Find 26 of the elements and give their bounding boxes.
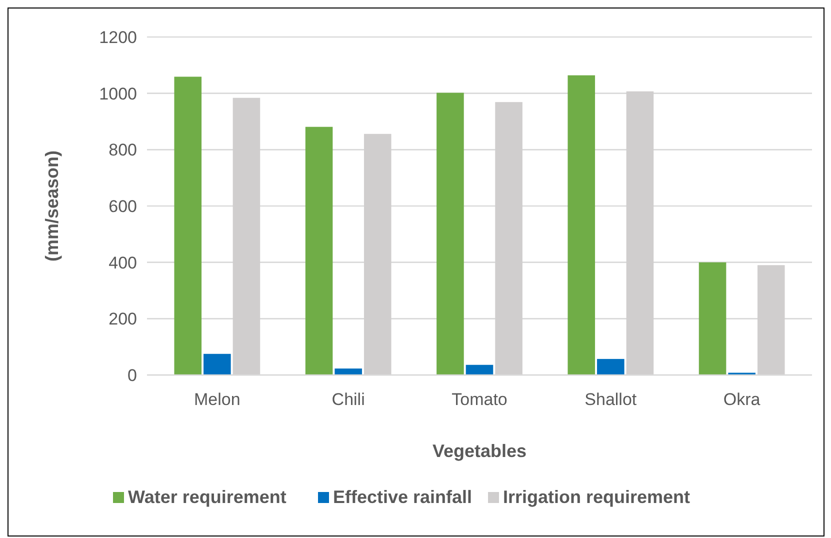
bar — [568, 75, 596, 375]
bar — [334, 368, 362, 375]
y-tick-label: 600 — [108, 196, 137, 216]
x-tick-label: Shallot — [584, 390, 637, 409]
x-tick-label: Chili — [332, 390, 365, 409]
x-axis-title: Vegetables — [432, 441, 527, 461]
y-tick-label: 200 — [108, 310, 137, 329]
bar — [698, 262, 726, 375]
legend-label: Irrigation requirement — [503, 487, 690, 507]
x-tick-label: Okra — [723, 390, 761, 409]
x-tick-label: Melon — [194, 390, 240, 409]
legend-label: Effective rainfall — [333, 487, 472, 507]
y-tick-label: 1000 — [99, 84, 137, 104]
y-tick-label: 400 — [108, 253, 137, 272]
legend-label: Water requirement — [128, 487, 286, 507]
x-tick-label: Tomato — [452, 390, 508, 409]
bar — [597, 358, 624, 375]
bar — [204, 354, 231, 375]
y-axis-title: (mm/season) — [42, 150, 62, 262]
bar — [436, 92, 464, 375]
bar — [305, 126, 333, 375]
y-tick-label: 800 — [108, 140, 137, 160]
y-tick-label: 1200 — [99, 28, 137, 47]
bar — [174, 76, 202, 375]
y-tick-label: 0 — [128, 366, 137, 385]
bar — [466, 364, 494, 375]
